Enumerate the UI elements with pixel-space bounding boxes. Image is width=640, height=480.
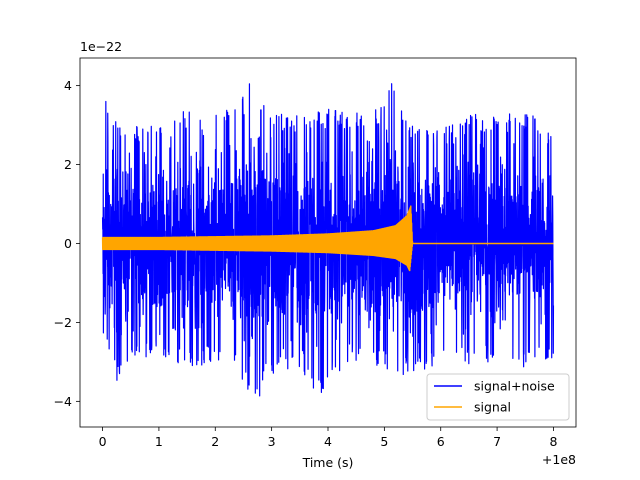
- x-tick-label: 6: [437, 434, 445, 449]
- x-tick-label: 8: [549, 434, 557, 449]
- legend-box: [426, 373, 570, 421]
- x-axis-label: Time (s): [302, 455, 354, 470]
- x-tick-label: 3: [268, 434, 276, 449]
- legend-label-signal-noise: signal+noise: [474, 379, 555, 394]
- y-scale-label: 1e−22: [80, 39, 122, 54]
- y-tick-label: 0: [64, 236, 72, 251]
- x-tick-label: 0: [99, 434, 107, 449]
- y-tick-label: −4: [54, 394, 72, 409]
- y-axis: −4 −2 0 2 4: [54, 78, 80, 409]
- legend: signal+noise signal: [426, 373, 570, 421]
- x-tick-label: 1: [155, 434, 163, 449]
- x-axis: 0 1 2 3 4 5 6 7 8: [99, 427, 557, 449]
- series-line-signal-noise: [101, 83, 555, 397]
- x-offset-label: +1e8: [542, 452, 576, 467]
- legend-label-signal: signal: [474, 400, 511, 415]
- y-tick-label: −2: [54, 315, 72, 330]
- x-tick-label: 7: [493, 434, 501, 449]
- x-tick-label: 2: [211, 434, 219, 449]
- x-tick-label: 4: [324, 434, 332, 449]
- y-tick-label: 2: [64, 157, 72, 172]
- series-line-signal: [101, 205, 554, 272]
- y-tick-label: 4: [64, 78, 72, 93]
- x-tick-label: 5: [380, 434, 388, 449]
- series-layer: [101, 83, 555, 397]
